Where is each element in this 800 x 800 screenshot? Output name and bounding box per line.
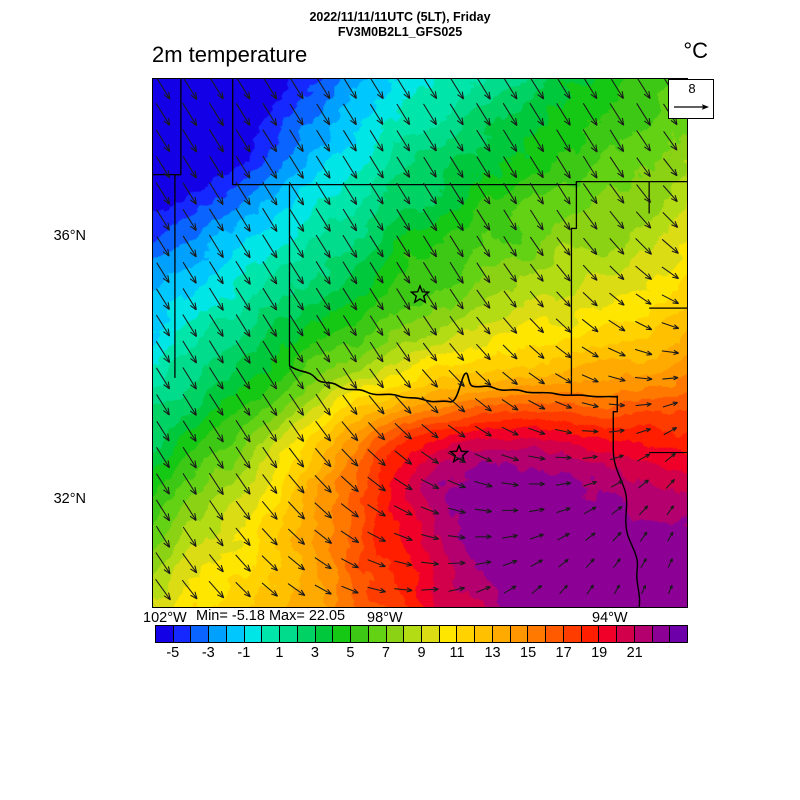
colorbar-swatch-2 xyxy=(191,626,210,642)
colorbar xyxy=(155,625,688,643)
star-marker-0 xyxy=(409,284,431,304)
kansas-oklahoma-border xyxy=(289,180,687,186)
colorbar-swatch-28 xyxy=(652,626,671,642)
colorbar-tick-17: 17 xyxy=(555,645,572,661)
colorbar-swatch-20 xyxy=(510,626,529,642)
colorbar-swatch-22 xyxy=(546,626,564,642)
x-axis-tick-0: 102°W xyxy=(143,610,187,626)
colorbar-tick-7: 7 xyxy=(381,645,390,661)
x-axis-tick-2: 94°W xyxy=(592,610,628,626)
colorbar-swatches xyxy=(155,625,688,643)
red-river-texas-oklahoma-border xyxy=(289,365,619,403)
colorbar-swatch-24 xyxy=(581,626,600,642)
map-plot-area[interactable] xyxy=(152,78,688,608)
colorbar-tick--3: -3 xyxy=(201,645,215,661)
missouri-arkansas-border xyxy=(570,181,578,378)
oklahoma-panhandle-border xyxy=(232,79,291,366)
colorbar-swatch-4 xyxy=(226,626,245,642)
colorbar-swatch-23 xyxy=(563,626,582,642)
colorbar-swatch-21 xyxy=(528,626,547,642)
colorbar-tick-19: 19 xyxy=(591,645,608,661)
colorbar-swatch-0 xyxy=(156,626,174,642)
colorbar-swatch-19 xyxy=(492,626,511,642)
colorbar-swatch-9 xyxy=(315,626,334,642)
temperature-heatmap xyxy=(153,79,687,607)
colorbar-swatch-8 xyxy=(297,626,316,642)
colorbar-swatch-26 xyxy=(617,626,635,642)
colorbar-tick-9: 9 xyxy=(417,645,426,661)
colorbar-swatch-16 xyxy=(439,626,458,642)
colorbar-tick-13: 13 xyxy=(484,645,501,661)
colorbar-tick-11: 11 xyxy=(449,645,465,661)
minmax-readout: Min= -5.18 Max= 22.05 xyxy=(196,608,346,624)
colorbar-tick--1: -1 xyxy=(237,645,251,661)
title-block: 2022/11/11/11UTC (5LT), Friday FV3M0B2L1… xyxy=(0,10,800,40)
colorbar-swatch-10 xyxy=(333,626,352,642)
colorbar-tick-3: 3 xyxy=(310,645,319,661)
colorbar-swatch-7 xyxy=(280,626,298,642)
y-axis-tick-1: 32°N xyxy=(53,491,86,507)
colorbar-swatch-13 xyxy=(386,626,405,642)
colorbar-swatch-29 xyxy=(670,626,688,642)
colorbar-tick-15: 15 xyxy=(520,645,537,661)
wind-vector-arrow-icon xyxy=(674,104,709,110)
wind-reference-key: 8 xyxy=(668,79,714,119)
colorbar-swatch-18 xyxy=(475,626,493,642)
colorbar-swatch-1 xyxy=(173,626,192,642)
colorbar-swatch-15 xyxy=(422,626,440,642)
colorbar-swatch-5 xyxy=(244,626,263,642)
colorbar-swatch-27 xyxy=(634,626,653,642)
colorbar-tick--5: -5 xyxy=(166,645,180,661)
colorbar-swatch-17 xyxy=(457,626,476,642)
new-mexico-state-border xyxy=(174,79,182,378)
colorbar-tick-1: 1 xyxy=(275,645,284,661)
colorbar-swatch-14 xyxy=(404,626,423,642)
unit-label: °C xyxy=(683,38,708,63)
wind-vector-field xyxy=(155,79,680,601)
colorbar-tick-labels: -5 -3 -1 1 3 5 7 9 11 13 15 17 19 21 xyxy=(155,645,688,665)
wind-key-value: 8 xyxy=(688,81,696,96)
colorbar-swatch-11 xyxy=(351,626,369,642)
map-overlay-layer xyxy=(153,79,687,607)
y-axis-tick-0: 36°N xyxy=(53,228,86,244)
colorbar-swatch-12 xyxy=(368,626,387,642)
colorbar-swatch-25 xyxy=(599,626,618,642)
x-axis-tick-1: 98°W xyxy=(367,610,403,626)
colorbar-swatch-3 xyxy=(209,626,227,642)
datetime-title: 2022/11/11/11UTC (5LT), Friday xyxy=(309,10,491,24)
colorbar-swatch-6 xyxy=(262,626,281,642)
colorbar-tick-21: 21 xyxy=(626,645,643,661)
texas-louisiana-border xyxy=(612,395,641,607)
colorbar-tick-5: 5 xyxy=(346,645,355,661)
model-title: FV3M0B2L1_GFS025 xyxy=(337,25,463,39)
page-title: 2m temperature xyxy=(152,42,308,67)
